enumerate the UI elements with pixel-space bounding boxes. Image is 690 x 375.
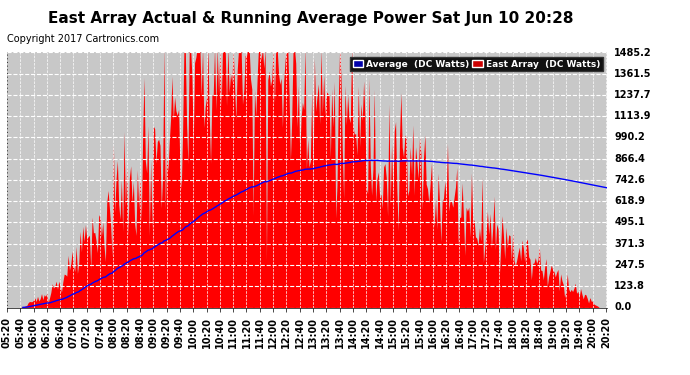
Text: 990.2: 990.2	[614, 132, 645, 142]
Legend: Average  (DC Watts), East Array  (DC Watts): Average (DC Watts), East Array (DC Watts…	[350, 57, 602, 71]
Text: 1113.9: 1113.9	[614, 111, 651, 121]
Text: 742.6: 742.6	[614, 175, 645, 185]
Text: 123.8: 123.8	[614, 281, 645, 291]
Text: 618.9: 618.9	[614, 196, 645, 206]
Text: 1485.2: 1485.2	[614, 48, 652, 57]
Text: 495.1: 495.1	[614, 217, 645, 228]
Text: 0.0: 0.0	[614, 303, 631, 312]
Text: Copyright 2017 Cartronics.com: Copyright 2017 Cartronics.com	[7, 34, 159, 44]
Text: 866.4: 866.4	[614, 154, 645, 164]
Text: 247.5: 247.5	[614, 260, 645, 270]
Text: 1361.5: 1361.5	[614, 69, 651, 79]
Text: 1237.7: 1237.7	[614, 90, 651, 100]
Text: East Array Actual & Running Average Power Sat Jun 10 20:28: East Array Actual & Running Average Powe…	[48, 11, 573, 26]
Text: 371.3: 371.3	[614, 239, 645, 249]
